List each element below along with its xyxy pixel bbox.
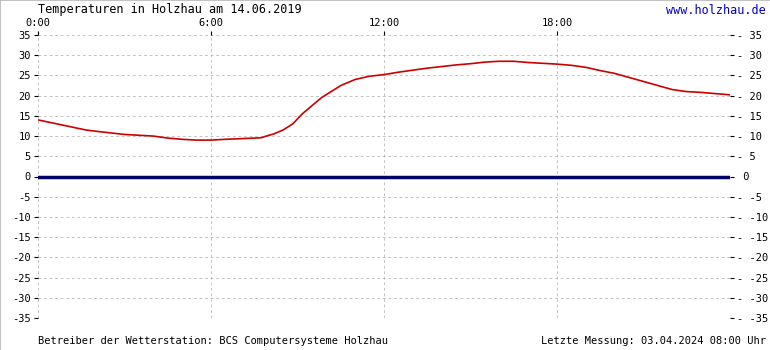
Text: www.holzhau.de: www.holzhau.de [666, 4, 766, 16]
Text: Betreiber der Wetterstation: BCS Computersysteme Holzhau: Betreiber der Wetterstation: BCS Compute… [38, 336, 388, 346]
Text: Letzte Messung: 03.04.2024 08:00 Uhr: Letzte Messung: 03.04.2024 08:00 Uhr [541, 336, 766, 346]
Text: Temperaturen in Holzhau am 14.06.2019: Temperaturen in Holzhau am 14.06.2019 [38, 4, 302, 16]
